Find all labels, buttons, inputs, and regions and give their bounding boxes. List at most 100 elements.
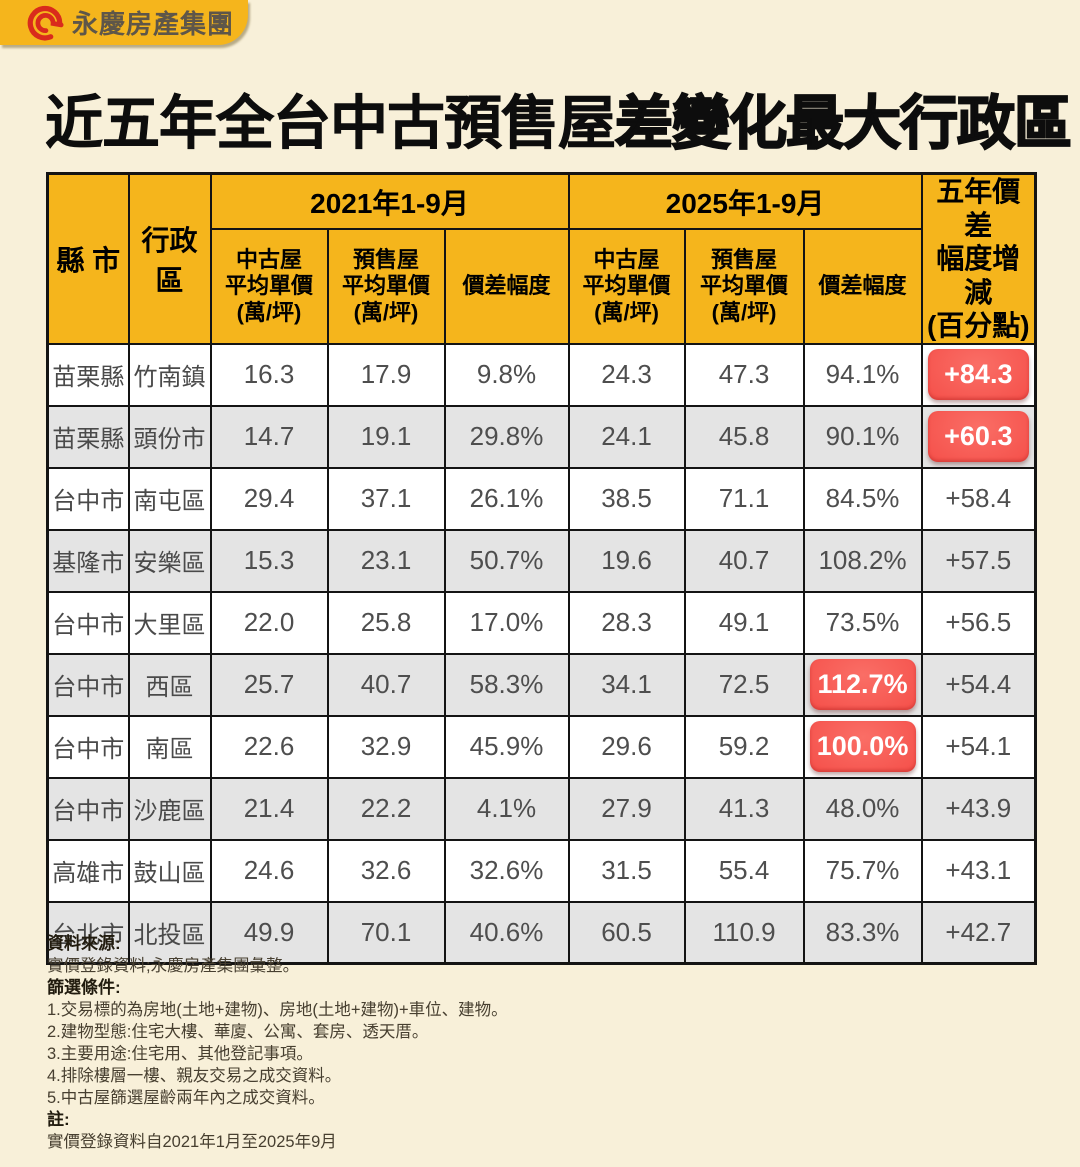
cell-old-2025: 29.6 xyxy=(567,714,686,779)
cell-presale-2025: 72.5 xyxy=(683,652,805,717)
cell-old-2021: 49.9 xyxy=(209,900,329,965)
cell-district: 南區 xyxy=(127,714,212,779)
note-label: 資料來源: xyxy=(47,934,121,953)
highlight-badge: +60.3 xyxy=(927,411,1030,463)
cell-presale-2025: 55.4 xyxy=(683,838,805,903)
cell-five-year-change: +57.5 xyxy=(920,528,1037,593)
cell-old-2025: 24.3 xyxy=(567,342,686,407)
cell-five-year-change: +54.1 xyxy=(920,714,1037,779)
cell-county: 台中市 xyxy=(46,590,130,655)
cell-gap-2021: 45.9% xyxy=(443,714,570,779)
cell-old-2021: 25.7 xyxy=(209,652,329,717)
cell-county: 台中市 xyxy=(46,714,130,779)
cell-gap-2025: 112.7% xyxy=(802,652,923,717)
note-text: 4.排除樓層一樓、親友交易之成交資料。 xyxy=(47,1067,342,1085)
note-text: 3.主要用途:住宅用、其他登記事項。 xyxy=(47,1045,313,1063)
cell-five-year-change: +60.3 xyxy=(920,404,1037,469)
cell-gap-2021: 50.7% xyxy=(443,528,570,593)
cell-presale-2021: 22.2 xyxy=(326,776,446,841)
note-text: 實價登錄資料;永慶房產集團彙整。 xyxy=(47,957,300,975)
cell-presale-2021: 23.1 xyxy=(326,528,446,593)
cell-district: 沙鹿區 xyxy=(127,776,212,841)
table-row: 台北市 北投區 49.9 70.1 40.6% 60.5 110.9 83.3% +42.7 xyxy=(46,900,1037,965)
cell-old-2021: 22.0 xyxy=(209,590,329,655)
cell-old-2021: 24.6 xyxy=(209,838,329,903)
cell-presale-2025: 110.9 xyxy=(683,900,805,965)
cell-district: 鼓山區 xyxy=(127,838,212,903)
cell-gap-2021: 26.1% xyxy=(443,466,570,531)
cell-county: 苗栗縣 xyxy=(46,404,130,469)
cell-old-2025: 19.6 xyxy=(567,528,686,593)
cell-five-year-change: +56.5 xyxy=(920,590,1037,655)
cell-five-year-change: +43.1 xyxy=(920,838,1037,903)
cell-gap-2025: 73.5% xyxy=(802,590,923,655)
table-row: 台中市 南屯區 29.4 37.1 26.1% 38.5 71.1 84.5% +58.4 xyxy=(46,466,1037,531)
cell-old-2025: 24.1 xyxy=(567,404,686,469)
highlight-badge: +84.3 xyxy=(927,349,1030,401)
note-text: 1.交易標的為房地(土地+建物)、房地(土地+建物)+車位、建物。 xyxy=(47,1001,508,1019)
cell-old-2021: 21.4 xyxy=(209,776,329,841)
table-row: 苗栗縣 頭份市 14.7 19.1 29.8% 24.1 45.8 90.1% +60.3 xyxy=(46,404,1037,469)
cell-gap-2025: 90.1% xyxy=(802,404,923,469)
cell-presale-2021: 37.1 xyxy=(326,466,446,531)
cell-district: 頭份市 xyxy=(127,404,212,469)
cell-old-2025: 38.5 xyxy=(567,466,686,531)
col-header-county: 縣 市 xyxy=(46,172,130,345)
page-title: 近五年全台中古預售屋差變化最大行政區 xyxy=(45,86,1073,161)
cell-presale-2021: 25.8 xyxy=(326,590,446,655)
note-label: 註: xyxy=(47,1110,70,1129)
cell-district: 南屯區 xyxy=(127,466,212,531)
cell-presale-2021: 19.1 xyxy=(326,404,446,469)
cell-presale-2025: 47.3 xyxy=(683,342,805,407)
cell-old-2025: 31.5 xyxy=(567,838,686,903)
cell-gap-2021: 17.0% xyxy=(443,590,570,655)
table-header: 縣 市 行政區 2021年1-9月 2025年1-9月 五年價差 幅度增減 (百… xyxy=(46,172,1037,345)
cell-gap-2025: 94.1% xyxy=(802,342,923,407)
cell-gap-2021: 40.6% xyxy=(443,900,570,965)
cell-district: 竹南鎮 xyxy=(127,342,212,407)
cell-county: 台中市 xyxy=(46,466,130,531)
cell-gap-2025: 83.3% xyxy=(802,900,923,965)
cell-gap-2021: 58.3% xyxy=(443,652,570,717)
cell-old-2025: 28.3 xyxy=(567,590,686,655)
table-row: 台中市 沙鹿區 21.4 22.2 4.1% 27.9 41.3 48.0% +43.9 xyxy=(46,776,1037,841)
cell-presale-2021: 17.9 xyxy=(326,342,446,407)
cell-county: 基隆市 xyxy=(46,528,130,593)
cell-gap-2025: 84.5% xyxy=(802,466,923,531)
cell-old-2021: 22.6 xyxy=(209,714,329,779)
note-text: 5.中古屋篩選屋齡兩年內之成交資料。 xyxy=(47,1089,325,1107)
cell-gap-2021: 9.8% xyxy=(443,342,570,407)
note-text: 實價登錄資料自2021年1月至2025年9月 xyxy=(47,1133,337,1151)
col-header-2025-gap: 價差幅度 xyxy=(802,228,923,345)
note-label: 篩選條件: xyxy=(47,978,121,997)
cell-gap-2025: 100.0% xyxy=(802,714,923,779)
cell-five-year-change: +58.4 xyxy=(920,466,1037,531)
cell-county: 台北市 xyxy=(46,900,130,965)
cell-county: 高雄市 xyxy=(46,838,130,903)
cell-gap-2021: 4.1% xyxy=(443,776,570,841)
cell-presale-2025: 41.3 xyxy=(683,776,805,841)
cell-presale-2025: 45.8 xyxy=(683,404,805,469)
cell-presale-2021: 32.6 xyxy=(326,838,446,903)
cell-district: 大里區 xyxy=(127,590,212,655)
cell-five-year-change: +84.3 xyxy=(920,342,1037,407)
table-row: 台中市 西區 25.7 40.7 58.3% 34.1 72.5 112.7% +54.4 xyxy=(46,652,1037,717)
col-header-2021-gap: 價差幅度 xyxy=(443,228,570,345)
cell-presale-2025: 71.1 xyxy=(683,466,805,531)
cell-five-year-change: +42.7 xyxy=(920,900,1037,965)
cell-county: 台中市 xyxy=(46,776,130,841)
table-row: 台中市 大里區 22.0 25.8 17.0% 28.3 49.1 73.5% +56.5 xyxy=(46,590,1037,655)
col-group-2021: 2021年1-9月 xyxy=(209,172,570,231)
cell-district: 安樂區 xyxy=(127,528,212,593)
cell-gap-2025: 48.0% xyxy=(802,776,923,841)
cell-presale-2025: 59.2 xyxy=(683,714,805,779)
col-header-five-year-change: 五年價差 幅度增減 (百分點) xyxy=(920,172,1037,345)
cell-old-2021: 29.4 xyxy=(209,466,329,531)
cell-presale-2025: 49.1 xyxy=(683,590,805,655)
cell-gap-2021: 32.6% xyxy=(443,838,570,903)
table-row: 苗栗縣 竹南鎮 16.3 17.9 9.8% 24.3 47.3 94.1% +84.3 xyxy=(46,342,1037,407)
col-header-2021-old-avg: 中古屋 平均單價 (萬/坪) xyxy=(209,228,329,345)
col-header-2025-old-avg: 中古屋 平均單價 (萬/坪) xyxy=(567,228,686,345)
brand-name: 永慶房產集團 xyxy=(72,9,235,39)
col-header-district: 行政區 xyxy=(127,172,212,345)
